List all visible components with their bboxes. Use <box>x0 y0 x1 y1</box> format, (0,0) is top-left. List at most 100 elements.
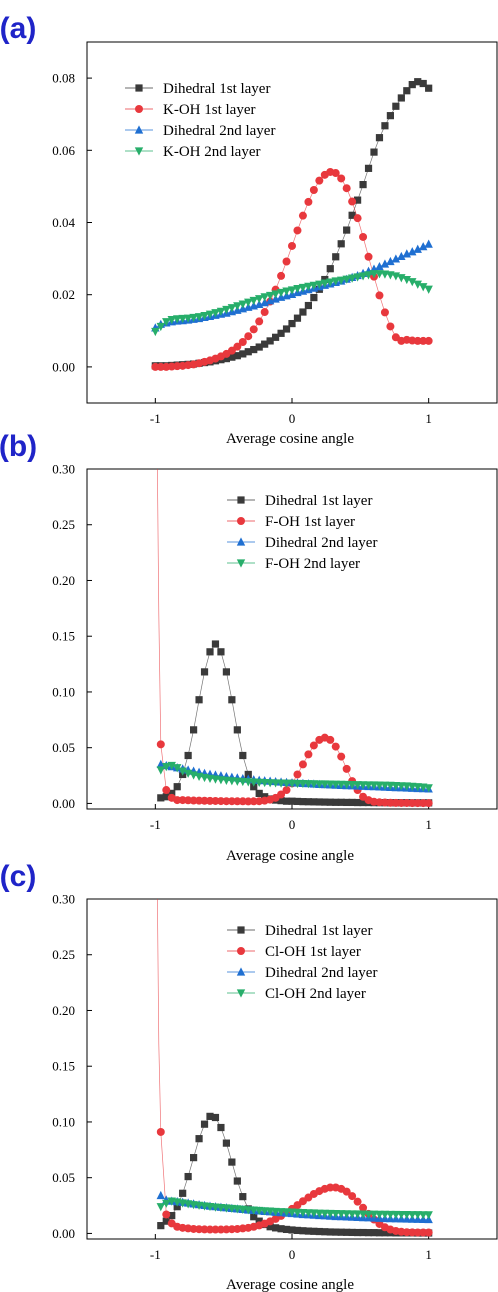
data-point <box>222 1139 230 1147</box>
legend-marker <box>237 496 245 504</box>
data-point <box>282 257 291 266</box>
data-point <box>183 314 193 323</box>
data-point <box>156 759 165 769</box>
data-point <box>298 283 308 293</box>
data-point <box>413 1228 422 1237</box>
data-point <box>168 1211 176 1220</box>
data-point <box>342 780 351 790</box>
series-1 <box>151 167 433 371</box>
data-point <box>380 1210 390 1219</box>
data-point <box>315 1227 323 1236</box>
data-point <box>178 767 187 776</box>
y-tick-label: 0.00 <box>52 1226 75 1241</box>
data-point <box>419 1228 428 1237</box>
legend-marker <box>237 947 245 955</box>
data-point <box>288 1226 296 1234</box>
data-point <box>364 781 373 790</box>
data-point <box>337 1228 345 1236</box>
data-point <box>255 1217 263 1225</box>
data-point <box>244 778 253 787</box>
data-point <box>342 1187 351 1196</box>
data-point <box>222 305 231 315</box>
data-point <box>228 1158 236 1166</box>
data-point <box>326 1183 335 1192</box>
legend-label: F-OH 1st layer <box>265 514 355 530</box>
data-point <box>369 270 379 279</box>
data-point <box>244 298 253 307</box>
data-point <box>347 780 357 790</box>
panel-label: (a) <box>0 12 36 45</box>
data-point <box>343 798 351 807</box>
data-point <box>277 1225 285 1233</box>
data-point <box>200 1120 209 1128</box>
series-3 <box>156 761 433 793</box>
data-point <box>321 1228 329 1236</box>
data-point <box>276 1208 286 1217</box>
data-point <box>402 782 411 791</box>
data-point <box>304 780 313 789</box>
data-point <box>244 332 253 341</box>
data-point <box>310 798 318 806</box>
data-point <box>233 342 242 351</box>
data-point <box>386 256 395 266</box>
legend-label: F-OH 2nd layer <box>265 556 360 572</box>
data-point <box>310 1227 318 1235</box>
y-tick-label: 0.30 <box>52 462 75 477</box>
data-point <box>347 274 357 283</box>
y-tick-label: 0.08 <box>52 71 75 86</box>
x-tick-label: 0 <box>289 411 296 426</box>
data-point <box>424 1211 433 1220</box>
x-axis-title: Average cosine angle <box>226 431 354 447</box>
data-point <box>299 1227 307 1235</box>
data-point <box>287 1208 297 1217</box>
data-point <box>239 751 247 760</box>
data-point <box>222 354 230 363</box>
legend-marker <box>134 147 144 156</box>
data-point <box>408 80 416 89</box>
data-point <box>380 781 390 790</box>
data-point <box>233 726 241 734</box>
y-tick-label: 0.25 <box>52 517 75 532</box>
data-point <box>408 799 417 808</box>
legend-marker <box>237 926 245 934</box>
legend-entry: Cl-OH 2nd layer <box>227 986 366 1002</box>
data-point <box>304 282 313 291</box>
data-point <box>419 799 428 808</box>
data-point <box>276 779 286 788</box>
data-point <box>173 315 182 324</box>
data-point <box>282 779 291 788</box>
data-point <box>162 1210 171 1219</box>
data-point <box>381 122 389 130</box>
data-point <box>359 180 367 189</box>
data-point <box>359 1203 368 1212</box>
data-point <box>156 766 165 775</box>
legend-label: Dihedral 1st layer <box>163 81 270 97</box>
data-point <box>402 249 411 258</box>
data-point <box>156 322 165 332</box>
legend-entry: Cl-OH 1st layer <box>227 944 361 960</box>
data-point <box>326 278 335 287</box>
data-point <box>211 640 220 648</box>
data-point <box>282 1225 291 1234</box>
data-point <box>419 79 427 88</box>
data-point <box>320 780 329 789</box>
series-3 <box>151 270 433 337</box>
data-point <box>375 1210 384 1219</box>
data-point <box>162 1199 171 1208</box>
data-point <box>299 308 307 316</box>
data-point <box>386 112 394 120</box>
data-point <box>354 798 362 807</box>
data-point <box>195 1135 203 1143</box>
data-point <box>205 310 215 319</box>
data-point <box>424 784 433 793</box>
data-point <box>178 314 187 324</box>
data-point <box>211 1113 220 1122</box>
data-point <box>238 337 247 346</box>
data-point <box>315 780 324 789</box>
x-axis-title: Average cosine angle <box>226 848 354 864</box>
data-point <box>233 1177 241 1185</box>
data-point <box>343 1228 351 1236</box>
data-point <box>347 1210 357 1219</box>
data-point <box>173 796 182 805</box>
